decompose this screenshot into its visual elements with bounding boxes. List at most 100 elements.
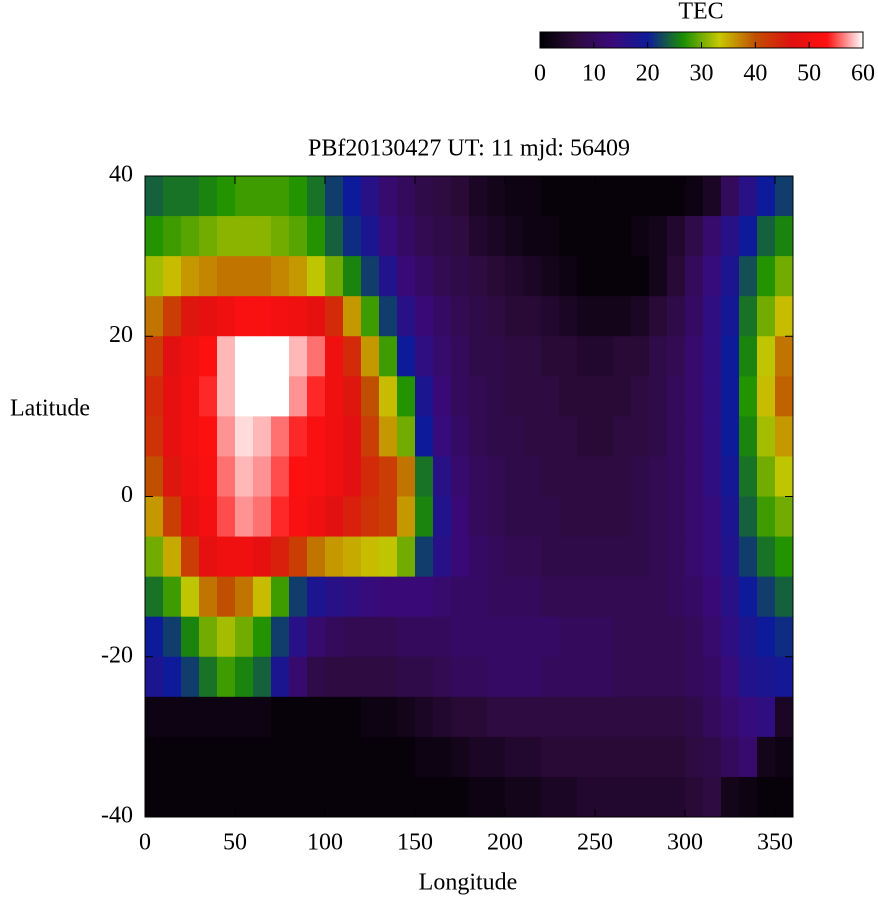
cell <box>181 496 200 538</box>
cell <box>649 616 668 658</box>
cell <box>613 456 632 497</box>
cell <box>397 376 416 417</box>
cell <box>541 256 560 297</box>
cell <box>271 336 290 377</box>
cell <box>613 576 632 618</box>
cell <box>613 736 632 778</box>
cell <box>433 576 452 618</box>
colorbar-tick-label: 40 <box>743 61 767 87</box>
cell <box>415 536 434 578</box>
cell <box>235 216 254 257</box>
cell <box>433 416 452 457</box>
cell <box>685 176 704 217</box>
cell <box>379 616 398 658</box>
cell <box>667 576 686 618</box>
cell <box>631 736 650 778</box>
cell <box>397 456 416 497</box>
cell <box>217 736 236 778</box>
cell <box>577 776 596 818</box>
cell <box>541 296 560 337</box>
cell <box>577 536 596 578</box>
cell <box>271 736 290 778</box>
cell <box>253 616 272 658</box>
cell <box>325 576 344 618</box>
cell <box>649 736 668 778</box>
cell <box>559 256 578 297</box>
cell <box>307 736 326 778</box>
cell <box>649 336 668 377</box>
cell <box>271 176 290 217</box>
cell <box>235 616 254 658</box>
cell <box>757 776 776 818</box>
cell <box>631 496 650 538</box>
cell <box>325 496 344 538</box>
cell <box>343 576 362 618</box>
cell <box>379 176 398 217</box>
cell <box>145 176 164 217</box>
cell <box>757 296 776 337</box>
cell <box>721 656 740 698</box>
cell <box>487 456 506 497</box>
cell <box>505 736 524 778</box>
cell <box>649 416 668 457</box>
cell <box>703 496 722 538</box>
cell <box>721 696 740 738</box>
cell <box>649 376 668 417</box>
cell <box>739 576 758 618</box>
cell <box>451 456 470 497</box>
cell <box>181 616 200 658</box>
cell <box>307 536 326 578</box>
cell <box>523 216 542 257</box>
cell <box>181 376 200 417</box>
cell <box>559 296 578 337</box>
cell <box>397 776 416 818</box>
cell <box>451 696 470 738</box>
cell <box>559 696 578 738</box>
cell <box>343 616 362 658</box>
cell <box>739 456 758 497</box>
cell <box>433 176 452 217</box>
cell <box>757 456 776 497</box>
cell <box>775 656 794 698</box>
cell <box>739 536 758 578</box>
cell <box>217 216 236 257</box>
cell <box>163 496 182 538</box>
cell <box>703 336 722 377</box>
cell <box>595 416 614 457</box>
cell <box>469 536 488 578</box>
cell <box>397 416 416 457</box>
cell <box>307 696 326 738</box>
cell <box>775 536 794 578</box>
cell <box>577 736 596 778</box>
cell <box>505 576 524 618</box>
cell <box>415 416 434 457</box>
cell <box>253 536 272 578</box>
cell <box>595 336 614 377</box>
chart-title: PBf20130427 UT: 11 mjd: 56409 <box>308 136 630 162</box>
cell <box>775 736 794 778</box>
cell <box>163 456 182 497</box>
cell <box>289 416 308 457</box>
cell <box>703 376 722 417</box>
cell <box>613 336 632 377</box>
cell <box>775 776 794 818</box>
cell <box>433 696 452 738</box>
cell <box>217 656 236 698</box>
cell <box>739 616 758 658</box>
cell <box>523 576 542 618</box>
cell <box>379 776 398 818</box>
cell <box>685 616 704 658</box>
cell <box>343 256 362 297</box>
cell <box>757 336 776 377</box>
cell <box>217 376 236 417</box>
cell <box>163 776 182 818</box>
cell <box>631 296 650 337</box>
cell <box>253 576 272 618</box>
cell <box>721 376 740 417</box>
cell <box>217 176 236 217</box>
cell <box>685 336 704 377</box>
cell <box>505 456 524 497</box>
cell <box>415 616 434 658</box>
cell <box>667 776 686 818</box>
cell <box>595 376 614 417</box>
